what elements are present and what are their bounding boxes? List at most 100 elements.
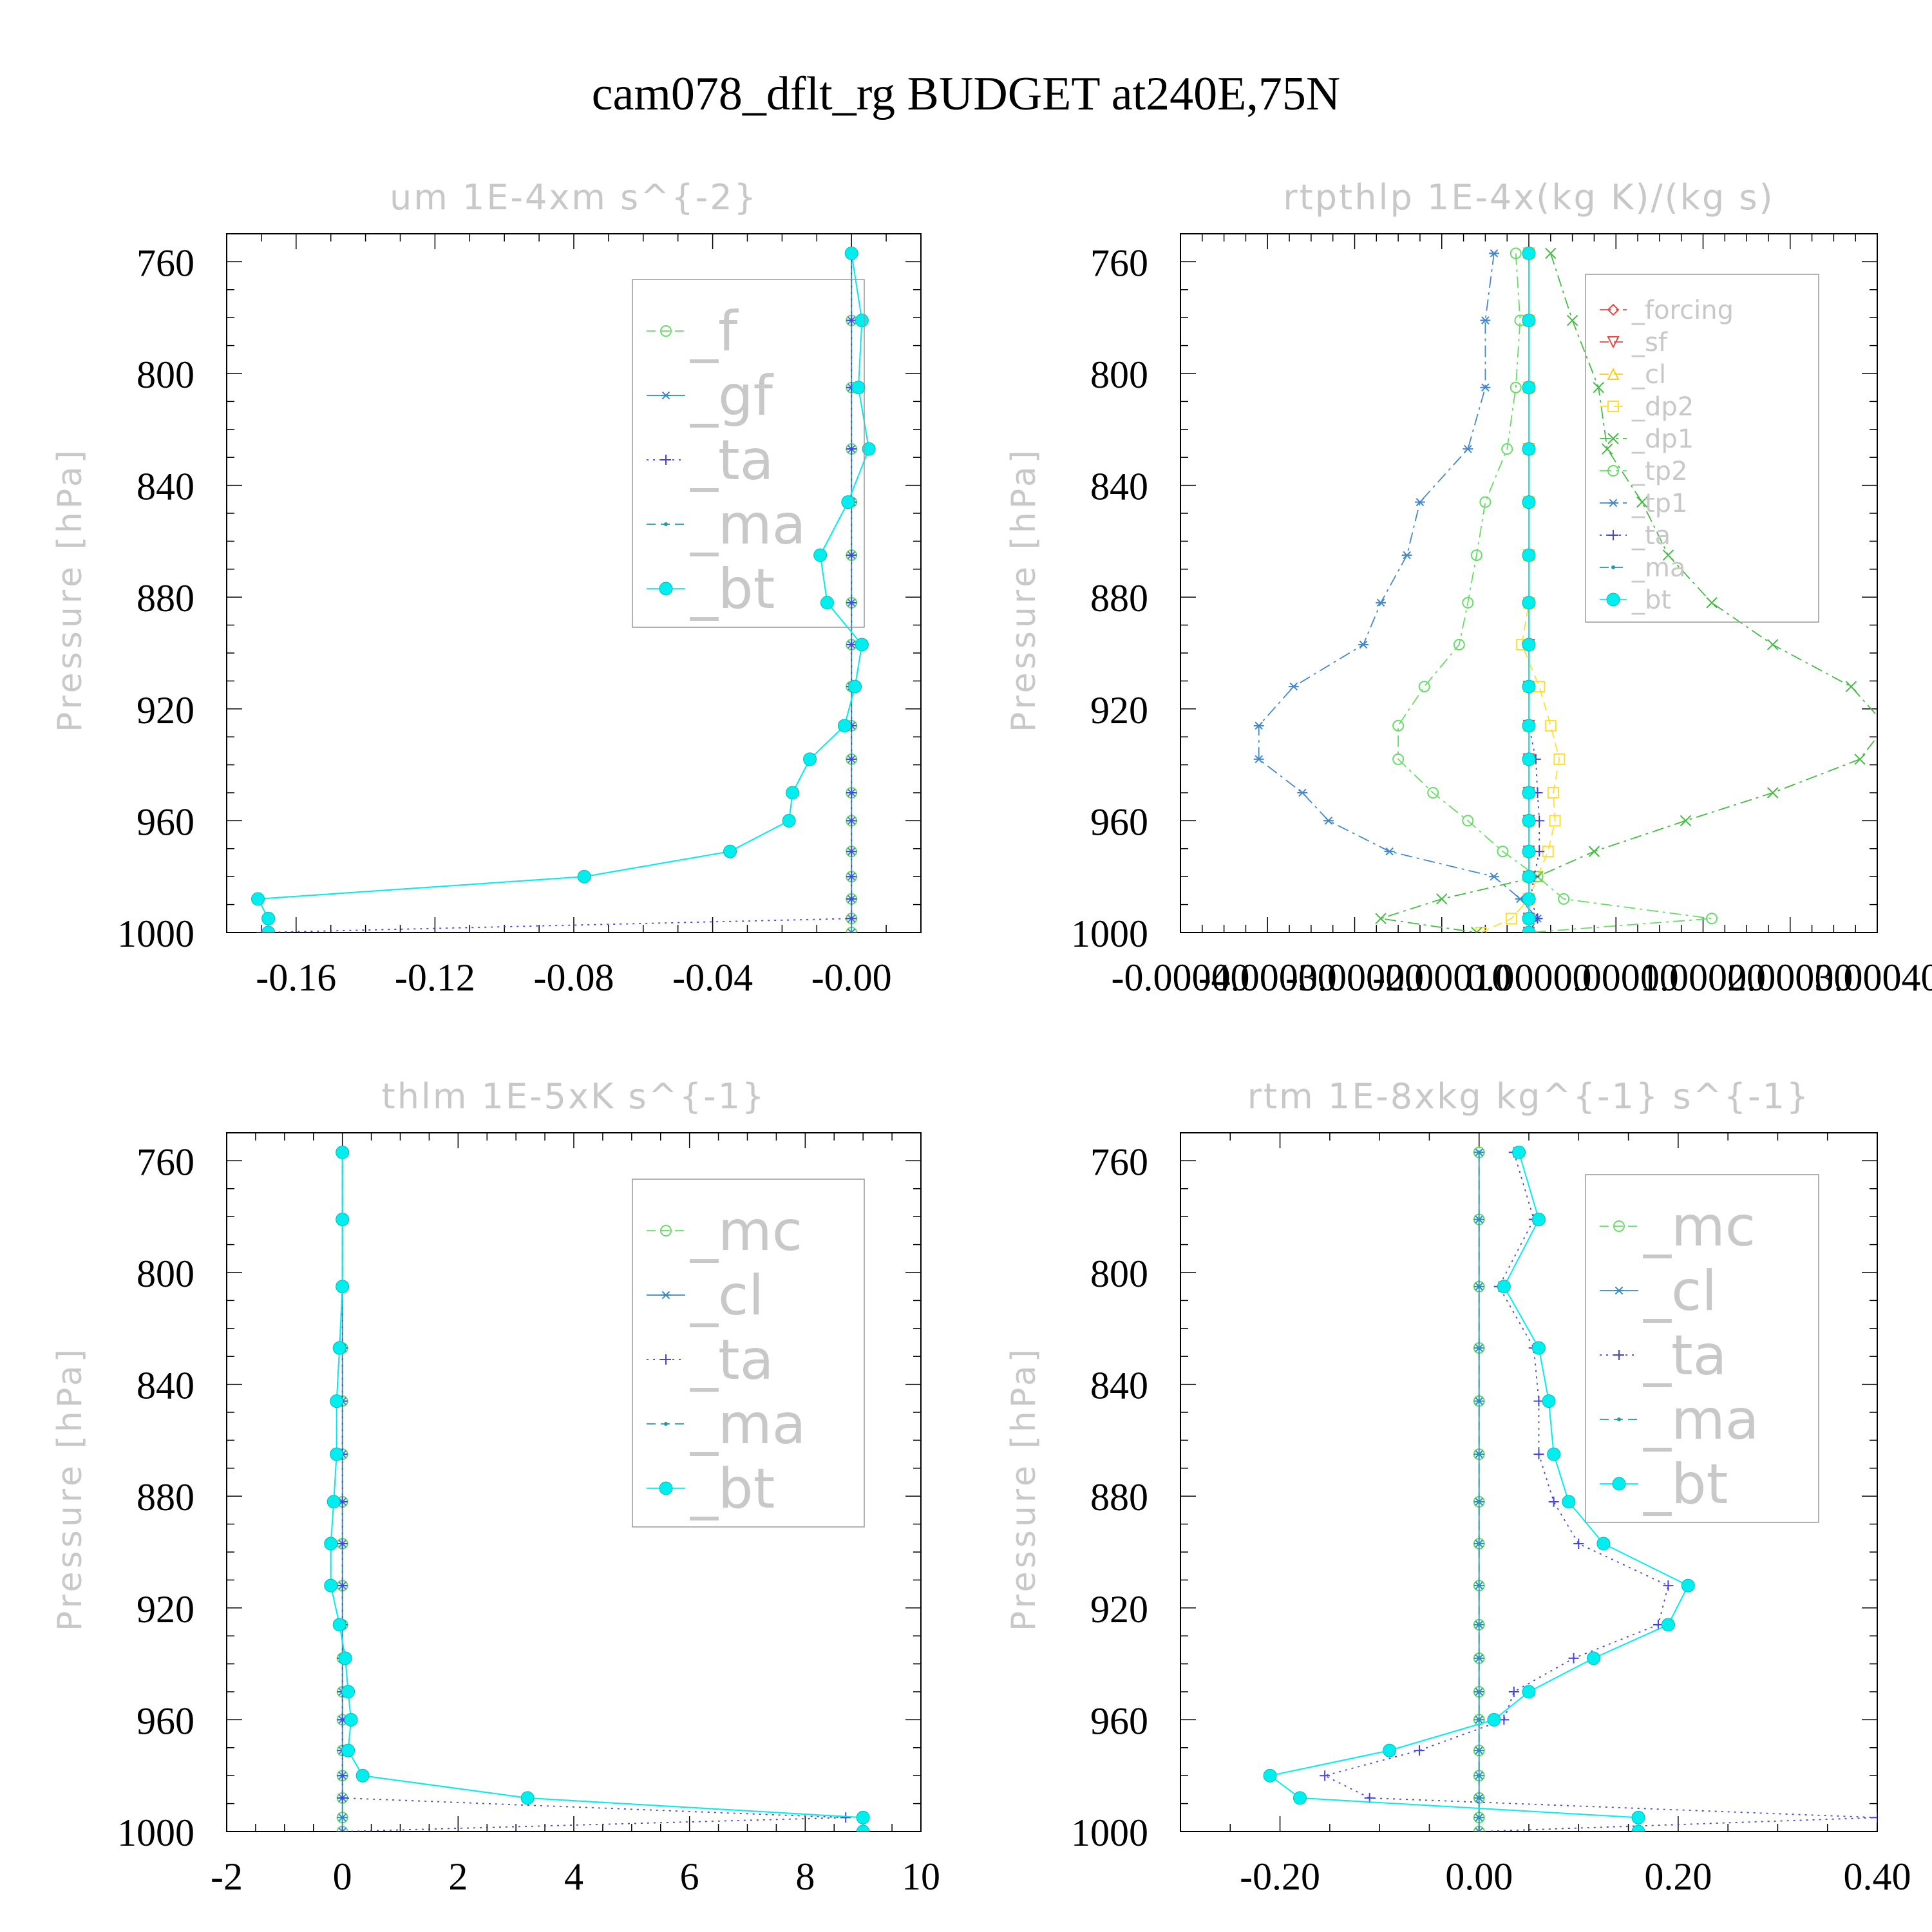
legend-label: _cl xyxy=(1643,1259,1717,1323)
data-point-ma xyxy=(1477,1815,1481,1820)
data-point-bt xyxy=(1681,1578,1695,1593)
series-group xyxy=(251,246,876,933)
y-tick-label: 840 xyxy=(1090,1365,1148,1407)
chart-panel-3: thlm 1E-5xK s^{-1}Pressure [hPa]76080084… xyxy=(51,1076,940,1898)
data-point-ma xyxy=(1477,1217,1481,1222)
data-point-tp1 xyxy=(1376,598,1387,607)
legend-label: _sf xyxy=(1631,328,1668,357)
data-point-dp2 xyxy=(1549,815,1561,827)
x-tick-label: 0.20 xyxy=(1644,1855,1712,1898)
y-axis-label: Pressure [hPa] xyxy=(51,447,90,732)
data-point-ta xyxy=(337,1792,348,1803)
x-tick-label: -0.00030 xyxy=(1198,956,1337,999)
data-point-ma xyxy=(1477,1656,1481,1660)
data-point-bt xyxy=(1522,1685,1536,1699)
y-axis-label: Pressure [hPa] xyxy=(1005,1346,1043,1631)
data-point-bt xyxy=(1542,1394,1556,1408)
y-tick-label: 760 xyxy=(1090,242,1148,284)
data-point-ta xyxy=(846,597,857,608)
data-point-bt xyxy=(856,1824,870,1832)
data-point-ta xyxy=(1872,1812,1877,1823)
legend-marker xyxy=(1607,433,1619,444)
data-point-ta xyxy=(1533,1449,1544,1460)
legend-box xyxy=(632,279,865,628)
data-point-tp1 xyxy=(1401,551,1412,560)
y-tick-label: 880 xyxy=(137,1476,194,1519)
data-point-ta xyxy=(846,871,857,882)
data-point-dp1 xyxy=(1602,443,1613,455)
data-point-tp2 xyxy=(1706,913,1718,925)
data-point-tp2 xyxy=(1501,443,1513,455)
y-tick-label: 960 xyxy=(137,800,194,843)
data-point-tp1 xyxy=(1253,755,1264,764)
legend-label: _ma xyxy=(1631,553,1685,583)
x-tick-label: 8 xyxy=(795,1855,815,1898)
data-point-bt xyxy=(1522,925,1536,933)
data-point-ta xyxy=(1320,1770,1331,1781)
x-tick-label: -0.00 xyxy=(811,956,892,999)
legend-label: _bt xyxy=(690,557,775,621)
y-axis-label: Pressure [hPa] xyxy=(1005,447,1043,732)
series-line-dp2 xyxy=(1481,253,1560,933)
y-tick-label: 880 xyxy=(137,577,194,620)
data-point-dp1 xyxy=(1706,597,1718,609)
legend-marker xyxy=(1608,530,1618,540)
legend-label: _forcing xyxy=(1631,296,1734,325)
data-point-ma xyxy=(1477,1584,1481,1588)
data-point-bt xyxy=(782,813,796,828)
data-point-bt xyxy=(837,719,851,733)
y-tick-label: 1000 xyxy=(117,913,194,955)
data-point-bt xyxy=(1522,442,1536,456)
data-point-tp1 xyxy=(1488,872,1499,881)
legend-marker xyxy=(661,391,671,400)
data-point-ta xyxy=(846,315,857,326)
data-point-bt xyxy=(336,1145,350,1159)
data-point-ta xyxy=(846,846,857,857)
data-point-bt xyxy=(355,1768,370,1783)
data-point-bt xyxy=(1522,314,1536,328)
data-point-tp1 xyxy=(1488,249,1499,258)
data-point-bt xyxy=(327,1495,341,1509)
data-point-tp1 xyxy=(1323,817,1334,825)
data-point-ta xyxy=(1473,1826,1484,1832)
data-point-ta xyxy=(846,639,857,650)
data-point-tp1 xyxy=(1384,847,1395,856)
data-point-bt xyxy=(330,1447,344,1461)
data-point-dp1 xyxy=(1766,787,1779,799)
data-point-bt xyxy=(1586,1651,1600,1665)
legend-marker xyxy=(1607,401,1619,412)
legend-label: _f xyxy=(690,299,739,364)
data-point-bt xyxy=(1631,1824,1645,1832)
legend-label: _dp1 xyxy=(1631,424,1694,454)
data-point-tp2 xyxy=(1392,719,1405,732)
y-tick-label: 880 xyxy=(1090,1476,1148,1519)
series-line-bt xyxy=(330,1152,864,1832)
legend-label: _tp1 xyxy=(1631,489,1688,518)
data-point-ta xyxy=(337,1538,348,1549)
series-group xyxy=(1253,246,1877,933)
data-point-dp1 xyxy=(1593,381,1604,393)
data-point-bt xyxy=(1522,844,1536,858)
data-point-bt xyxy=(841,495,855,509)
data-point-bt xyxy=(1522,381,1536,395)
data-point-ta xyxy=(846,815,857,826)
legend-label: _dp2 xyxy=(1631,392,1694,422)
legend-box xyxy=(1585,1174,1819,1523)
legend: _mc_cl_ta_ma_bt xyxy=(632,1179,865,1528)
y-tick-label: 800 xyxy=(137,1253,194,1295)
chart-panel-1: um 1E-4xm s^{-2} Pressure [hPa] 760 800 840 8… xyxy=(51,177,922,999)
series-line-bt xyxy=(256,253,870,933)
data-point-ta xyxy=(1548,1496,1559,1507)
series-group xyxy=(324,1145,870,1832)
data-point-cl xyxy=(337,1813,348,1822)
panel-title: um 1E-4xm s^{-2} xyxy=(390,177,758,218)
series-group xyxy=(1263,1145,1877,1832)
legend-marker xyxy=(1608,498,1618,507)
data-point-dp2 xyxy=(1533,681,1546,693)
x-tick-label: 0.00020 xyxy=(1640,956,1766,999)
x-tick-label: 6 xyxy=(680,1855,699,1898)
data-point-ma xyxy=(1477,1284,1481,1289)
data-point-bt xyxy=(1263,1768,1277,1783)
y-tick-label: 1000 xyxy=(1071,1812,1148,1854)
